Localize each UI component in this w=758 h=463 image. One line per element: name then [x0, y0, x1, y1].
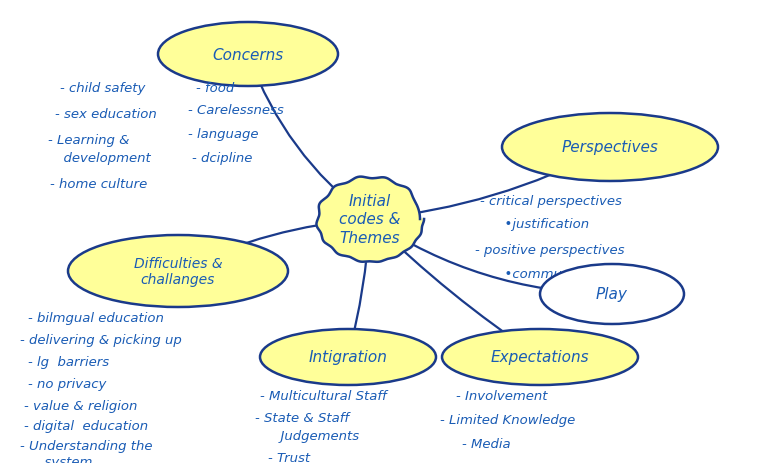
Ellipse shape [502, 114, 718, 181]
Ellipse shape [68, 236, 288, 307]
Text: - Multicultural Staff: - Multicultural Staff [260, 389, 387, 402]
Text: - no privacy: - no privacy [28, 377, 106, 390]
Text: system: system [36, 455, 92, 463]
Text: - Media: - Media [462, 437, 511, 450]
Text: - positive perspectives: - positive perspectives [475, 244, 625, 257]
Text: - critical perspectives: - critical perspectives [480, 194, 622, 207]
Ellipse shape [442, 329, 638, 385]
Ellipse shape [158, 23, 338, 87]
Ellipse shape [540, 264, 684, 324]
Text: - Involvement: - Involvement [456, 389, 547, 402]
Text: Judgements: Judgements [272, 429, 359, 442]
Text: Concerns: Concerns [212, 47, 283, 63]
Text: - Learning &: - Learning & [48, 134, 130, 147]
Text: - home culture: - home culture [50, 178, 147, 191]
Text: Perspectives: Perspectives [562, 140, 659, 155]
Text: •justification: •justification [496, 218, 589, 231]
Text: Intigration: Intigration [309, 350, 387, 365]
Text: - value & religion: - value & religion [24, 399, 137, 412]
Text: - delivering & picking up: - delivering & picking up [20, 333, 182, 346]
Text: - Carelessness: - Carelessness [188, 104, 283, 117]
Text: - bilmgual education: - bilmgual education [28, 311, 164, 324]
Text: - language: - language [188, 128, 258, 141]
Text: - Understanding the: - Understanding the [20, 439, 152, 452]
Text: development: development [55, 152, 151, 165]
Text: - lg  barriers: - lg barriers [28, 355, 109, 368]
Text: - Trust: - Trust [268, 451, 310, 463]
Text: - child safety: - child safety [60, 82, 146, 95]
Text: Play: Play [596, 287, 628, 302]
Polygon shape [316, 177, 424, 262]
Text: •communication: •communication [496, 268, 615, 281]
Text: Difficulties &
challanges: Difficulties & challanges [133, 257, 222, 287]
Text: - Limited Knowledge: - Limited Knowledge [440, 413, 575, 426]
Ellipse shape [320, 180, 420, 259]
Ellipse shape [260, 329, 436, 385]
Text: - digital  education: - digital education [24, 419, 148, 432]
Text: - food: - food [196, 82, 234, 95]
Text: Initial
codes &
Themes: Initial codes & Themes [340, 194, 401, 245]
Text: - dcipline: - dcipline [192, 152, 252, 165]
Text: Expectations: Expectations [490, 350, 589, 365]
Text: - State & Staff: - State & Staff [255, 411, 349, 424]
Text: - sex education: - sex education [55, 108, 157, 121]
